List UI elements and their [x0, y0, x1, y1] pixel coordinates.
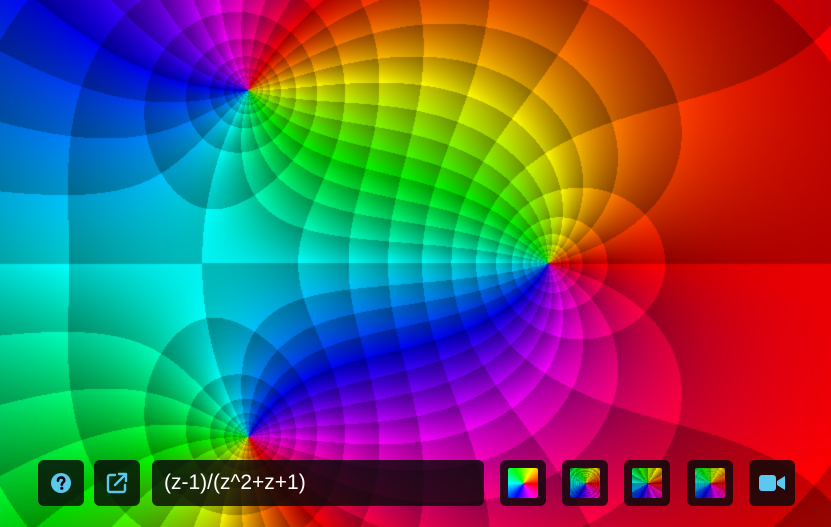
color-mode-grid-icon — [695, 468, 725, 498]
color-mode-plain-button[interactable] — [500, 460, 546, 506]
bottom-toolbar — [38, 460, 795, 506]
help-button[interactable] — [38, 460, 84, 506]
question-circle-icon — [51, 473, 71, 493]
color-mode-phase-icon — [632, 468, 662, 498]
video-camera-icon — [759, 475, 785, 491]
color-mode-plain-icon — [508, 468, 538, 498]
open-external-button[interactable] — [94, 460, 140, 506]
video-button[interactable] — [749, 460, 795, 506]
color-mode-contours-icon — [570, 468, 600, 498]
color-mode-contours-button[interactable] — [562, 460, 608, 506]
formula-input[interactable] — [152, 460, 484, 506]
color-mode-phase-button[interactable] — [624, 460, 670, 506]
color-mode-grid-button[interactable] — [687, 460, 733, 506]
external-link-icon — [106, 472, 128, 494]
